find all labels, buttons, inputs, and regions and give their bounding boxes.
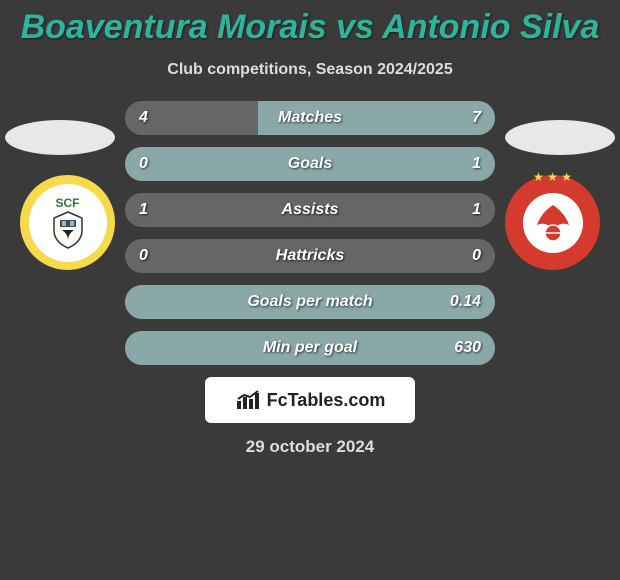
stat-value-left: 0 [139,247,148,265]
stat-label: Hattricks [276,247,344,265]
stat-row: 4 7 Matches [125,101,495,135]
stat-row: 0 0 Hattricks [125,239,495,273]
stat-row: 1 1 Assists [125,193,495,227]
brand-text: FcTables.com [267,390,386,411]
brand-badge: FcTables.com [205,377,415,423]
header: Boaventura Morais vs Antonio Silva Club … [0,0,620,79]
stat-label: Goals per match [247,293,372,311]
stat-value-right: 7 [472,109,481,127]
stat-row: 630 Min per goal [125,331,495,365]
stat-value-left: 4 [139,109,148,127]
player-photo-right [505,120,615,155]
stat-label: Min per goal [263,339,357,357]
stat-value-right: 1 [472,201,481,219]
stat-value-left: 1 [139,201,148,219]
page-title: Boaventura Morais vs Antonio Silva [0,8,620,47]
stat-label: Goals [288,155,332,173]
stat-value-right: 1 [472,155,481,173]
stat-row: 0.14 Goals per match [125,285,495,319]
club-left-tag: SCF [56,196,80,210]
stat-value-right: 630 [454,339,481,357]
subtitle: Club competitions, Season 2024/2025 [0,61,620,79]
stat-label: Assists [282,201,339,219]
club-badge-right: ★ ★ ★ [505,175,600,270]
stats-comparison: 4 7 Matches 0 1 Goals 1 1 Assists 0 0 Hattricks 0.14… [125,101,495,365]
eagle-icon [523,193,583,253]
stat-label: Matches [278,109,342,127]
player-photo-left [5,120,115,155]
shield-icon [48,210,88,250]
chart-icon [235,389,261,411]
club-badge-right-inner [523,193,583,253]
stat-value-left: 0 [139,155,148,173]
stars-icon: ★ ★ ★ [533,170,572,184]
club-badge-left: SCF [20,175,115,270]
date-label: 29 october 2024 [0,437,620,457]
club-badge-left-inner: SCF [29,184,107,262]
stat-row: 0 1 Goals [125,147,495,181]
stat-value-right: 0.14 [450,293,481,311]
stat-value-right: 0 [472,247,481,265]
